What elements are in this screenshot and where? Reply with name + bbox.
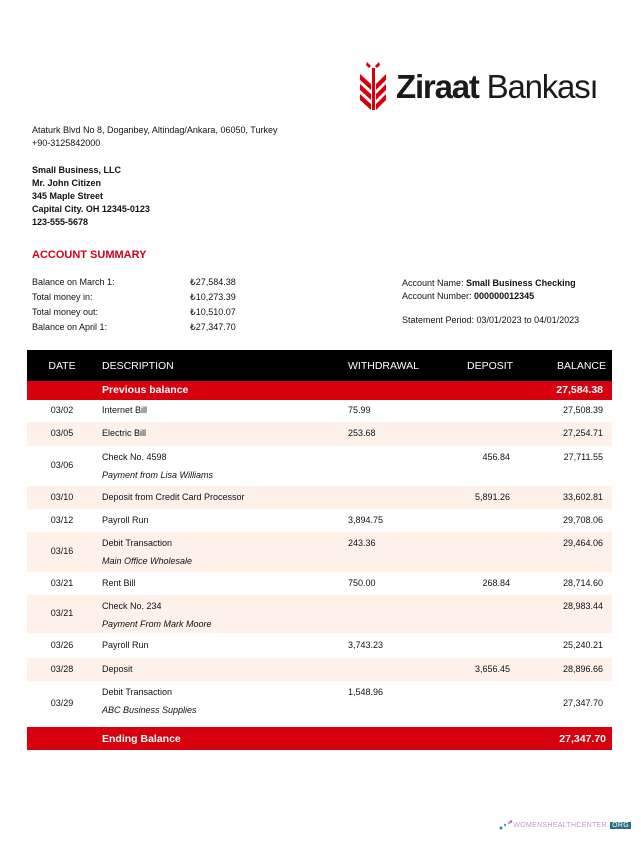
row-date: 03/21 xyxy=(50,608,74,618)
customer-line: 123-555-5678 xyxy=(32,217,89,227)
row-deposit: 5,891.26 xyxy=(474,492,510,502)
previous-balance-row: Previous balance 27,584.38 xyxy=(27,381,612,400)
row-date: 03/16 xyxy=(50,546,74,556)
ending-balance-row: Ending Balance 27,347.70 xyxy=(27,727,612,750)
wheat-logo-icon xyxy=(360,62,386,110)
row-date: 03/29 xyxy=(50,698,74,708)
customer-line: Small Business, LLC xyxy=(32,165,122,175)
row-description: Deposit xyxy=(102,664,133,674)
row-date: 03/21 xyxy=(50,578,74,588)
row-date: 03/05 xyxy=(50,428,74,438)
customer-address: Small Business, LLC Mr. John Citizen 345… xyxy=(32,164,150,229)
summary-item: Total money out: ₺10,510.07 xyxy=(32,307,236,317)
account-summary: Balance on March 1: ₺27,584.38 Total mone… xyxy=(32,275,236,335)
bank-phone: +90-3125842000 xyxy=(32,138,101,148)
customer-line: 345 Maple Street xyxy=(32,191,104,201)
table-row: 03/26 Payroll Run 3,743.23 25,240.21 xyxy=(27,633,612,658)
row-subdescription: ABC Business Supplies xyxy=(102,705,197,715)
row-description: Payroll Run xyxy=(102,640,149,650)
row-description: Electric Bill xyxy=(102,428,147,438)
row-description: Rent Bill xyxy=(102,578,136,588)
row-balance: 29,708.06 xyxy=(562,515,603,525)
table-row: 03/29 Debit Transaction ABC Business Supp… xyxy=(27,681,612,726)
bank-logo: Ziraat Bankası xyxy=(358,60,599,112)
row-deposit: 456.84 xyxy=(482,452,510,462)
table-row: 03/28 Deposit 3,656.45 28,896.66 xyxy=(27,658,612,681)
row-balance: 28,896.66 xyxy=(562,664,603,674)
table-row: 03/10 Deposit from Credit Card Processor… xyxy=(27,486,612,509)
account-info: Account Name: Small Business Checking Ac… xyxy=(402,277,576,303)
row-balance: 25,240.21 xyxy=(562,640,603,650)
customer-line: Capital City. OH 12345-0123 xyxy=(32,204,150,214)
row-date: 03/28 xyxy=(50,664,74,674)
row-subdescription: Payment from Lisa Williams xyxy=(102,470,213,480)
table-row: 03/16 Debit Transaction Main Office Whole… xyxy=(27,532,612,572)
row-date: 03/12 xyxy=(50,515,74,525)
watermark: WOMENSHEALTHCENTER. ORG xyxy=(499,820,631,830)
table-row: 03/05 Electric Bill 253.68 27,254.71 xyxy=(27,422,612,446)
row-withdrawal: 750.00 xyxy=(348,578,376,588)
row-balance: 27,508.39 xyxy=(562,405,603,415)
table-row: 03/21 Check No. 234 Payment From Mark Moo… xyxy=(27,595,612,633)
row-description: Debit Transaction Main Office Wholesale xyxy=(102,538,193,566)
bank-address: Ataturk Blvd No 8, Doganbey, Altindag/An… xyxy=(32,124,277,150)
statement-period: Statement Period: 03/01/2023 to 04/01/20… xyxy=(402,315,580,325)
customer-line: Mr. John Citizen xyxy=(32,178,102,188)
summary-item: Total money in: ₺10,273.39 xyxy=(32,292,236,302)
row-withdrawal: 3,894.75 xyxy=(348,515,384,525)
dots-logo-icon xyxy=(499,820,513,830)
table-row: 03/02 Internet Bill 75.99 27,508.39 xyxy=(27,400,612,422)
summary-item: Balance on March 1: ₺27,584.38 xyxy=(32,277,236,287)
row-date: 03/06 xyxy=(50,460,74,470)
bank-name: Ziraat Bankası xyxy=(396,67,599,105)
transactions-table: DATE DESCRIPTION WITHDRAWAL DEPOSIT BALA… xyxy=(27,350,612,750)
account-summary-title: ACCOUNT SUMMARY xyxy=(32,249,147,261)
row-date: 03/10 xyxy=(50,492,74,502)
row-subdescription: Main Office Wholesale xyxy=(102,556,193,566)
row-description: Deposit from Credit Card Processor xyxy=(102,492,245,502)
row-balance: 28,983.44 xyxy=(562,601,603,611)
row-balance: 33,602.81 xyxy=(562,492,603,502)
row-withdrawal: 243.36 xyxy=(348,538,376,548)
row-deposit: 268.84 xyxy=(482,578,510,588)
row-description: Internet Bill xyxy=(102,405,148,415)
account-name: Account Name: Small Business Checking xyxy=(402,278,576,288)
row-balance: 27,254.71 xyxy=(562,428,603,438)
row-description: Payroll Run xyxy=(102,515,149,525)
address-line: Ataturk Blvd No 8, Doganbey, Altindag/An… xyxy=(32,125,278,135)
row-description: Debit Transaction ABC Business Supplies xyxy=(102,687,197,715)
table-row: 03/12 Payroll Run 3,894.75 29,708.06 xyxy=(27,509,612,532)
table-header: DATE DESCRIPTION WITHDRAWAL DEPOSIT BALA… xyxy=(27,350,612,381)
row-withdrawal: 75.99 xyxy=(348,405,371,415)
row-balance: 27,347.70 xyxy=(562,698,603,708)
account-number: Account Number: 000000012345 xyxy=(402,291,535,301)
row-date: 03/26 xyxy=(50,640,74,650)
row-balance: 28,714.60 xyxy=(562,578,603,588)
row-withdrawal: 253.68 xyxy=(348,428,376,438)
row-balance: 27,711.55 xyxy=(563,452,603,462)
row-deposit: 3,656.45 xyxy=(474,664,510,674)
row-description: Check No. 4598 Payment from Lisa Williams xyxy=(102,452,213,480)
row-subdescription: Payment From Mark Moore xyxy=(102,619,212,629)
table-row: 03/21 Rent Bill 750.00 268.84 28,714.60 xyxy=(27,572,612,595)
row-withdrawal: 3,743.23 xyxy=(348,640,384,650)
row-withdrawal: 1,548.96 xyxy=(348,687,384,697)
table-row: 03/06 Check No. 4598 Payment from Lisa Wi… xyxy=(27,446,612,486)
row-description: Check No. 234 Payment From Mark Moore xyxy=(102,601,212,629)
row-balance: 29,464.06 xyxy=(562,538,603,548)
summary-item: Balance on April 1: ₺27,347.70 xyxy=(32,322,236,332)
row-date: 03/02 xyxy=(50,405,74,415)
